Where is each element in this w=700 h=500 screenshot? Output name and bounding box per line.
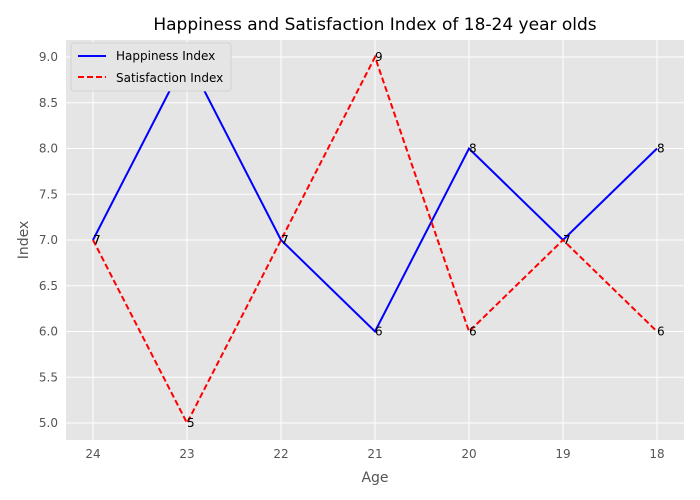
data-labels: 79768787579676 xyxy=(93,50,665,430)
y-tick-label: 7.5 xyxy=(39,187,58,201)
x-tick-label: 21 xyxy=(367,447,382,461)
satisfaction-data-label: 7 xyxy=(563,233,571,247)
y-tick-label: 6.0 xyxy=(39,325,58,339)
chart-title: Happiness and Satisfaction Index of 18-2… xyxy=(153,15,596,35)
satisfaction-data-label: 6 xyxy=(469,325,477,339)
satisfaction-data-label: 7 xyxy=(93,233,101,247)
y-tick-label: 8.0 xyxy=(39,142,58,156)
y-tick-label: 8.5 xyxy=(39,96,58,110)
y-tick-label: 5.5 xyxy=(39,370,58,384)
happiness-data-label: 7 xyxy=(563,233,571,247)
satisfaction-line xyxy=(92,54,658,426)
happiness-data-label: 8 xyxy=(657,142,665,156)
happiness-data-label: 7 xyxy=(93,233,101,247)
y-tick-label: 6.5 xyxy=(39,279,58,293)
happiness-data-label: 7 xyxy=(281,233,289,247)
x-tick-label: 22 xyxy=(273,447,288,461)
y-axis-title: Index xyxy=(16,221,32,260)
happiness-data-label: 8 xyxy=(469,142,477,156)
x-tick-label: 18 xyxy=(649,447,664,461)
satisfaction-data-label: 9 xyxy=(375,50,383,64)
satisfaction-data-label: 7 xyxy=(281,233,289,247)
legend-label-happiness: Happiness Index xyxy=(116,49,215,63)
y-tick-labels: 5.0 5.5 6.0 6.5 7.0 7.5 8.0 8.5 9.0 xyxy=(39,50,58,430)
x-tick-label: 24 xyxy=(85,447,100,461)
happiness-data-label: 6 xyxy=(375,325,383,339)
x-tick-label: 19 xyxy=(555,447,570,461)
y-tick-label: 9.0 xyxy=(39,50,58,64)
y-tick-label: 5.0 xyxy=(39,416,58,430)
x-tick-labels: 24 23 22 21 20 19 18 xyxy=(85,447,664,461)
x-axis-title: Age xyxy=(361,470,388,486)
satisfaction-data-label: 5 xyxy=(187,416,195,430)
legend-label-satisfaction: Satisfaction Index xyxy=(116,71,223,85)
legend: Happiness Index Satisfaction Index xyxy=(70,42,232,92)
legend-box xyxy=(70,42,232,92)
x-tick-label: 20 xyxy=(461,447,476,461)
y-tick-label: 7.0 xyxy=(39,233,58,247)
x-tick-label: 23 xyxy=(179,447,194,461)
satisfaction-data-label: 6 xyxy=(657,325,665,339)
